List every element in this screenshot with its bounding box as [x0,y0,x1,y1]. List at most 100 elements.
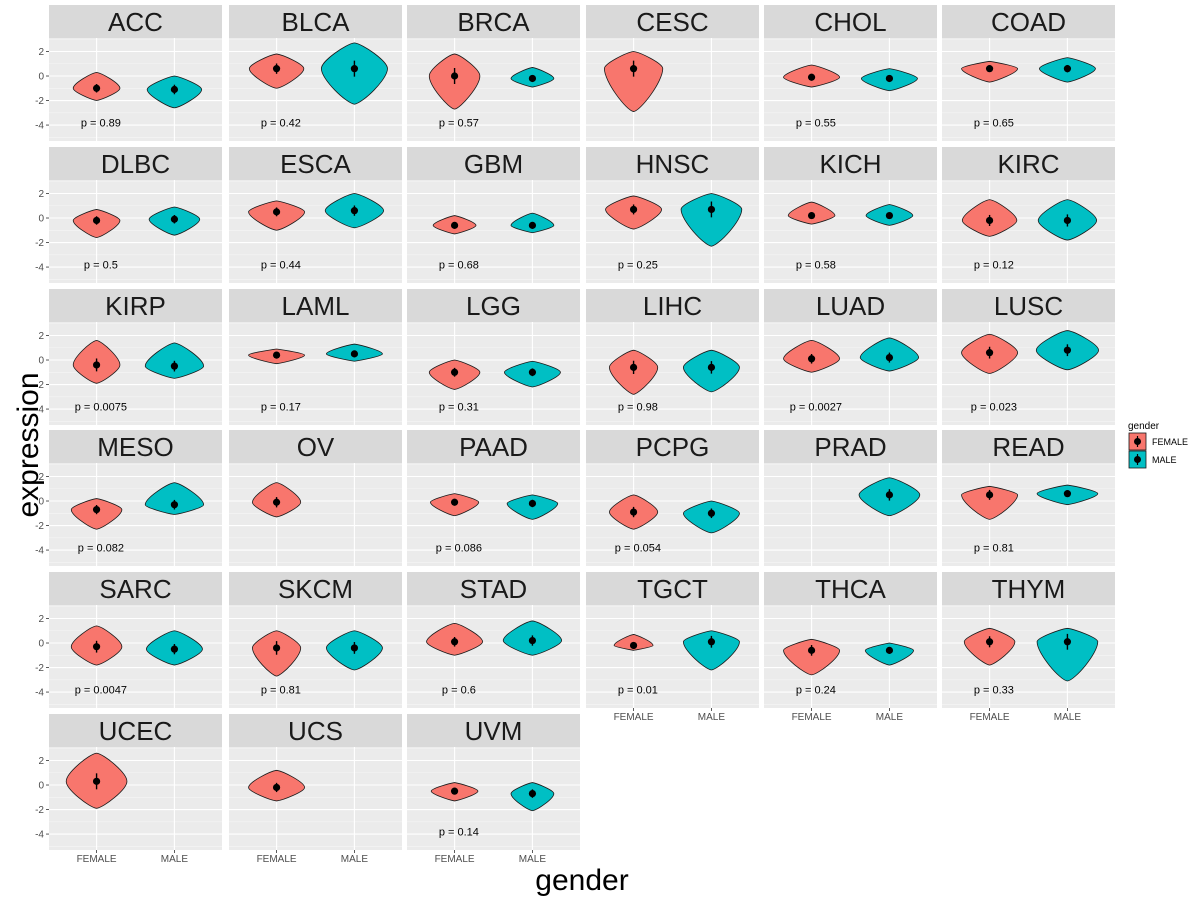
y-tick-label: 0 [38,214,44,225]
mean-point [170,501,179,509]
facet-ucec: UCEC -4 -2 0 2 FEMALE MALE [35,714,222,865]
mean-point [450,638,459,646]
facet-cesc: CESC [586,5,759,141]
facet-strip [586,5,759,38]
facet-strip-label: UCS [288,716,343,746]
facet-dlbc: DLBC -4 -2 0 2 p = 0.5 [35,147,222,283]
y-tick-label: 2 [38,47,44,58]
p-value-label: p = 0.0047 [75,685,127,697]
mean-point [528,789,537,798]
mean-point [707,205,716,214]
mean-point [92,361,101,369]
y-tick-label: 0 [38,72,44,83]
panel-background [764,38,937,141]
x-tick-label: FEMALE [435,854,475,865]
mean-point [528,221,537,229]
y-tick-label: -2 [35,805,44,816]
y-tick-label: 2 [38,614,44,625]
facet-strip-label: OV [297,432,335,462]
panel-background [942,38,1115,141]
facet-read: READ p = 0.81 [942,430,1115,566]
mean-point [629,363,638,371]
violin-thca-male [864,642,914,666]
facet-strip-label: TGCT [637,574,708,604]
p-value-label: p = 0.054 [615,543,661,555]
facet-paad: PAAD p = 0.086 [407,430,580,566]
mean-point [707,509,716,517]
p-value-label: p = 0.24 [796,685,836,697]
x-tick-label: FEMALE [614,712,654,723]
mean-point [272,783,281,792]
facet-stad: STAD p = 0.6 [407,572,580,708]
y-tick-label: -2 [35,380,44,391]
facet-strip [49,289,222,322]
mean-point [272,498,281,506]
y-tick-label: 0 [38,497,44,508]
mean-point [170,215,179,223]
facet-strip-label: DLBC [101,149,170,179]
violin-thca-female [783,638,841,676]
mean-point [985,491,994,499]
violin-meso-male [144,482,205,515]
mean-point [170,85,179,94]
mean-point [450,72,459,80]
mean-point [92,84,101,92]
facet-strip [49,147,222,180]
mean-point [885,74,894,83]
x-axis-title: gender [535,864,628,897]
facet-strip-label: LUAD [816,291,885,321]
p-value-label: p = 0.33 [974,685,1014,697]
p-value-label: p = 0.68 [439,260,479,272]
y-tick-label: 0 [38,356,44,367]
legend: gender FEMALE MALE [1128,421,1188,469]
x-tick-label: MALE [876,712,904,723]
violin-tgct-male [682,630,740,671]
p-value-label: p = 0.57 [439,118,479,130]
mean-point [272,644,281,652]
facet-strip [229,572,402,605]
p-value-label: p = 0.31 [439,402,479,414]
facet-skcm: SKCM p = 0.81 [229,572,402,708]
p-value-label: p = 0.0027 [790,402,842,414]
legend-label-male: MALE [1152,455,1177,465]
facet-strip-label: PAAD [459,432,528,462]
facet-prad: PRAD [764,430,937,566]
panel-background [407,463,580,566]
facet-pcpg: PCPG p = 0.054 [586,430,759,566]
facet-kirp: KIRP -4 -2 0 2 p = 0.0075 [35,289,222,425]
facet-strip [407,430,580,463]
x-tick-label: MALE [161,854,189,865]
facet-strip [764,147,937,180]
y-tick-label: -2 [35,96,44,107]
facet-strip-label: SARC [99,574,171,604]
facet-strip [407,714,580,747]
facet-strip-label: UVM [465,716,523,746]
panel-background [229,747,402,850]
facet-strip-label: BLCA [282,7,351,37]
y-tick-label: -2 [35,521,44,532]
mean-point [1063,638,1072,646]
facet-hnsc: HNSC p = 0.25 [586,147,759,283]
mean-point [272,65,281,73]
p-value-label: p = 0.81 [974,543,1014,555]
mean-point [450,498,459,506]
x-tick-label: FEMALE [257,854,297,865]
y-tick-label: -4 [35,263,44,274]
facet-strip [49,714,222,747]
panel-background [586,180,759,283]
panel-background [942,463,1115,566]
mean-point [985,216,994,225]
violin-paad-male [506,494,559,520]
facet-strip [407,289,580,322]
p-value-label: p = 0.086 [436,543,482,555]
facet-lgg: LGG p = 0.31 [407,289,580,425]
p-value-label: p = 0.98 [618,402,658,414]
legend-label-female: FEMALE [1152,437,1188,447]
facet-strip [942,147,1115,180]
mean-point [629,641,638,650]
facet-strip [942,430,1115,463]
facet-uvm: UVM p = 0.14 FEMALE MALE [407,714,580,865]
facet-sarc: SARC -4 -2 0 2 p = 0.0047 [35,572,222,708]
facet-strip-label: LAML [282,291,350,321]
panel-background [229,463,402,566]
